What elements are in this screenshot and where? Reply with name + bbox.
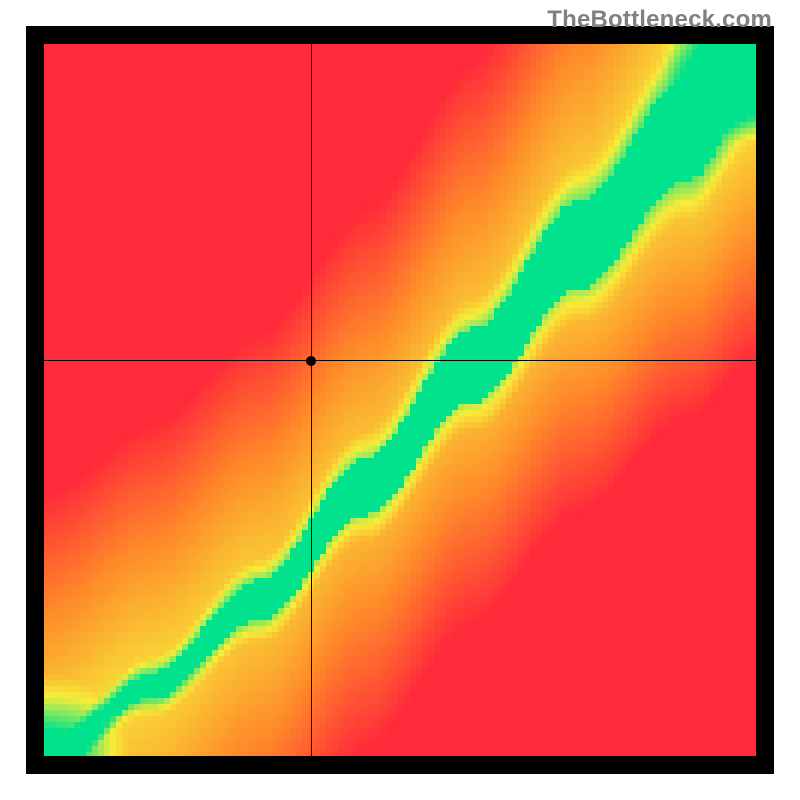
- heatmap-canvas: [44, 44, 756, 756]
- plot-area: [44, 44, 756, 756]
- crosshair-vertical: [311, 44, 312, 756]
- crosshair-horizontal: [44, 360, 756, 361]
- crosshair-marker: [306, 356, 316, 366]
- plot-frame: [26, 26, 774, 774]
- watermark-text: TheBottleneck.com: [547, 6, 772, 34]
- chart-container: TheBottleneck.com: [0, 0, 800, 800]
